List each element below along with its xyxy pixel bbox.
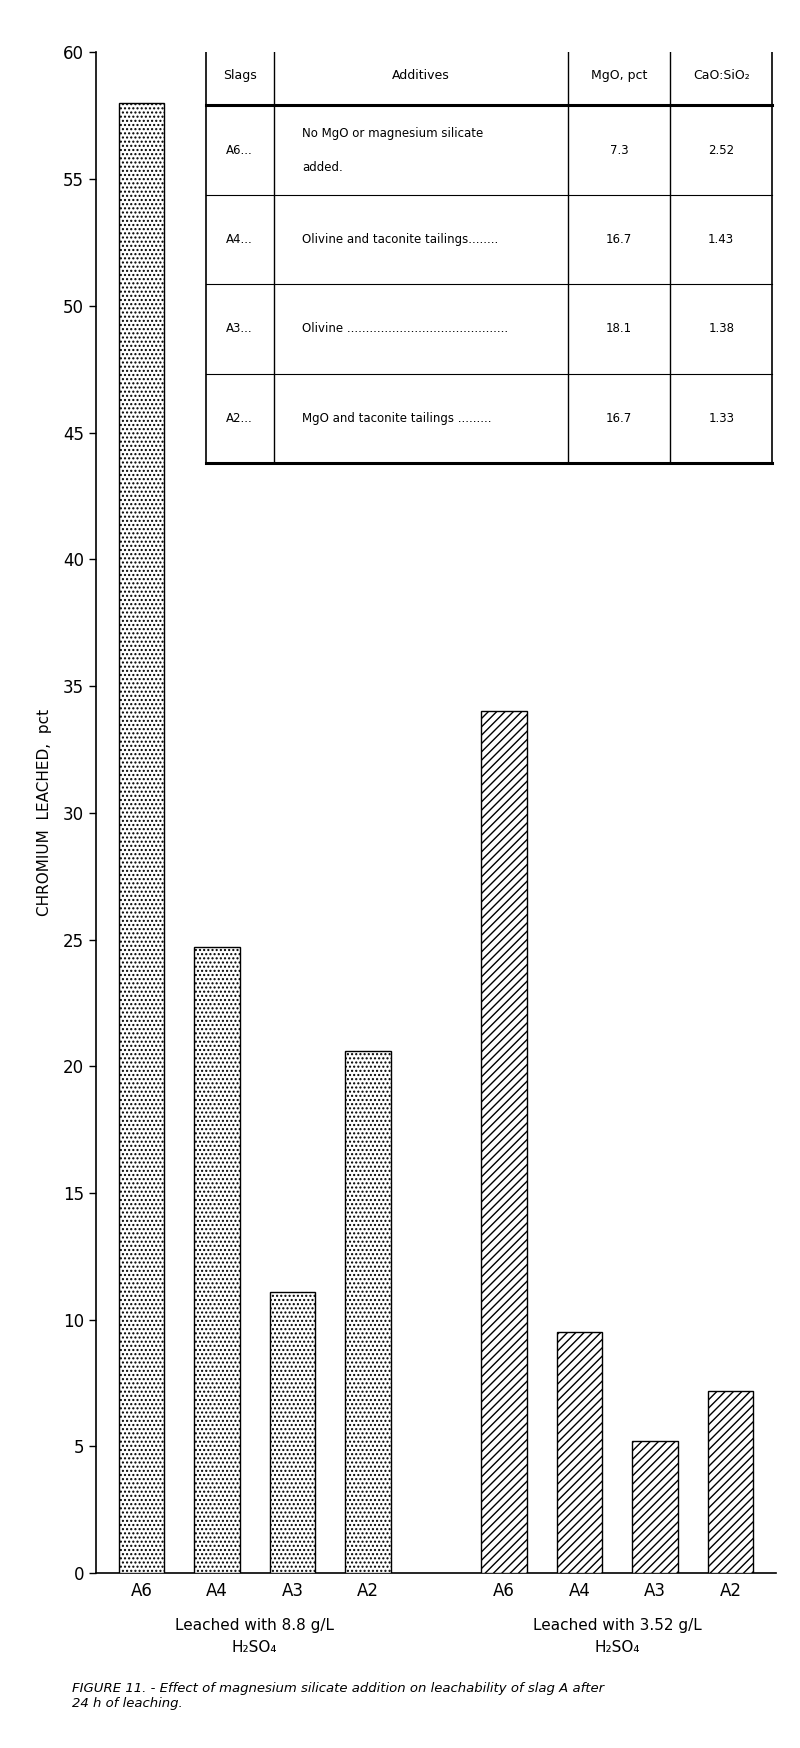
Text: 18.1: 18.1: [606, 322, 632, 336]
Bar: [118, 103, 164, 1573]
Bar: [482, 711, 526, 1573]
Text: FIGURE 11. - Effect of magnesium silicate addition on leachability of slag A aft: FIGURE 11. - Effect of magnesium silicat…: [72, 1682, 604, 1710]
Text: Olivine and taconite tailings........: Olivine and taconite tailings........: [302, 232, 498, 246]
Y-axis label: CHROMIUM  LEACHED,  pct: CHROMIUM LEACHED, pct: [37, 710, 52, 916]
Bar: [194, 947, 239, 1573]
Text: Leached with 3.52 g/L: Leached with 3.52 g/L: [533, 1617, 702, 1633]
Text: A4...: A4...: [226, 232, 253, 246]
Text: A2...: A2...: [226, 413, 253, 425]
Text: No MgO or magnesium silicate: No MgO or magnesium silicate: [302, 126, 483, 140]
Text: 7.3: 7.3: [610, 143, 629, 157]
Bar: [206, 45, 772, 463]
Text: A6...: A6...: [226, 143, 253, 157]
Text: Leached with 8.8 g/L: Leached with 8.8 g/L: [175, 1617, 334, 1633]
Text: Olivine ...........................................: Olivine ................................…: [302, 322, 508, 336]
Bar: [346, 1051, 390, 1573]
Text: MgO and taconite tailings .........: MgO and taconite tailings .........: [302, 413, 491, 425]
Text: Slags: Slags: [222, 68, 257, 82]
Bar: [557, 1332, 602, 1573]
Text: H₂SO₄: H₂SO₄: [594, 1640, 640, 1655]
Bar: [633, 1442, 678, 1573]
Text: 1.38: 1.38: [708, 322, 734, 336]
Text: CaO:SiO₂: CaO:SiO₂: [693, 68, 750, 82]
Bar: [708, 1391, 754, 1573]
Text: added.: added.: [302, 161, 342, 173]
Text: MgO, pct: MgO, pct: [591, 68, 647, 82]
Text: 16.7: 16.7: [606, 413, 632, 425]
Text: 1.43: 1.43: [708, 232, 734, 246]
Text: 1.33: 1.33: [708, 413, 734, 425]
Text: 16.7: 16.7: [606, 232, 632, 246]
Text: A3...: A3...: [226, 322, 253, 336]
Text: Additives: Additives: [392, 68, 450, 82]
Text: 2.52: 2.52: [708, 143, 734, 157]
Bar: [270, 1292, 315, 1573]
Text: H₂SO₄: H₂SO₄: [232, 1640, 278, 1655]
